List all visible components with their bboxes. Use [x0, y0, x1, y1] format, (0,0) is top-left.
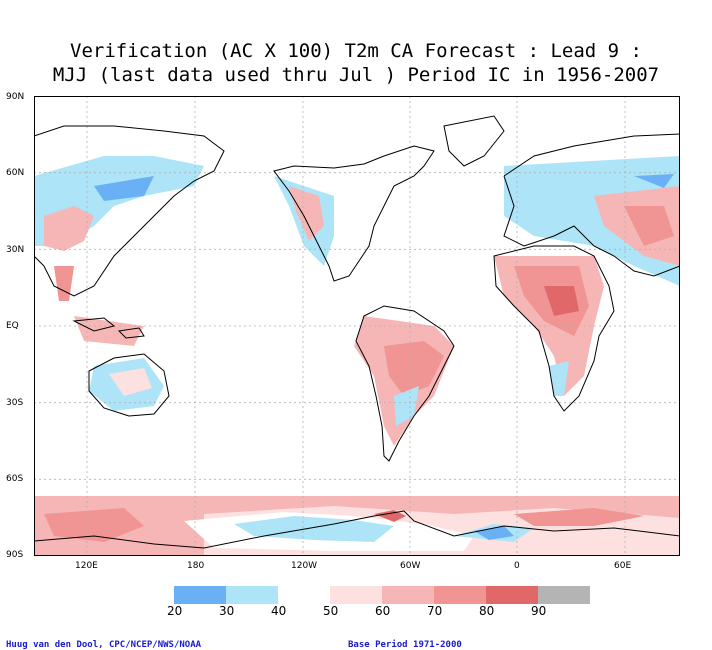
coast-antarctica [33, 510, 681, 549]
maritime-shading [74, 316, 144, 346]
colorbar-swatch-0 [174, 586, 226, 604]
coast-africa [493, 245, 615, 412]
coast-north-america [273, 145, 435, 282]
lon-label-60e: 60E [614, 561, 632, 571]
lon-label-180: 180 [187, 561, 205, 571]
lat-label-90n: 90N [6, 92, 25, 102]
lat-label-eq: EQ [6, 321, 19, 331]
lat-label-90s: 90S [6, 550, 24, 560]
colorbar-swatch-7 [538, 586, 590, 604]
colorbar-tick-50: 50 [323, 604, 339, 618]
colorbar-swatch-1 [226, 586, 278, 604]
colorbar-tick-90: 90 [531, 604, 547, 618]
credit-author: Huug van den Dool, CPC/NCEP/NWS/NOAA [6, 640, 202, 650]
colorbar-swatch-2 [278, 586, 330, 604]
world-map [33, 96, 681, 556]
antarctica-blue-patch [234, 516, 394, 542]
coast-south-america [355, 305, 455, 462]
credit-base-period: Base Period 1971-2000 [348, 640, 462, 650]
lon-label-0: 0 [514, 561, 520, 571]
colorbar [174, 586, 590, 604]
lat-label-30n: 30N [6, 245, 25, 255]
lat-label-60n: 60N [6, 168, 25, 178]
title-line-2: MJJ (last data used thru Jul ) Period IC… [52, 64, 660, 86]
colorbar-tick-20: 20 [167, 604, 183, 618]
lon-label-120w: 120W [291, 561, 318, 571]
lon-label-120e: 120E [75, 561, 98, 571]
coastlines [33, 115, 681, 549]
colorbar-tick-70: 70 [427, 604, 443, 618]
title-line-1: Verification (AC X 100) T2m CA Forecast … [70, 40, 642, 62]
colorbar-tick-60: 60 [375, 604, 391, 618]
coast-eurasia [33, 125, 681, 297]
shading-layer [34, 156, 680, 556]
eurasia-shading [504, 156, 680, 286]
lat-label-30s: 30S [6, 398, 24, 408]
asia-red-1 [44, 206, 94, 251]
colorbar-swatch-4 [382, 586, 434, 604]
coast-greenland [443, 115, 505, 167]
map-frame [34, 96, 680, 556]
colorbar-swatch-3 [330, 586, 382, 604]
lat-label-60s: 60S [6, 474, 24, 484]
antarctica-dark-red [44, 508, 144, 542]
colorbar-tick-40: 40 [271, 604, 287, 618]
colorbar-tick-80: 80 [479, 604, 495, 618]
lon-label-60w: 60W [400, 561, 421, 571]
grid-lines [34, 96, 680, 556]
colorbar-tick-30: 30 [219, 604, 235, 618]
coast-australia [88, 353, 170, 417]
map-panel [33, 96, 681, 560]
colorbar-swatch-5 [434, 586, 486, 604]
colorbar-swatch-6 [486, 586, 538, 604]
